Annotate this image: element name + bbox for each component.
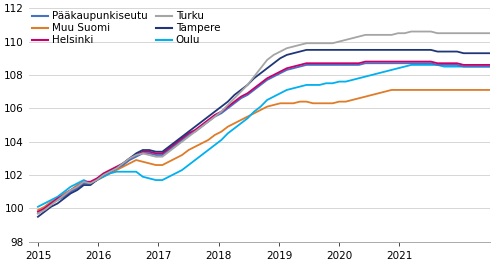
Legend: Pääkaupunkiseutu, Muu Suomi, Helsinki, Turku, Tampere, Oulu: Pääkaupunkiseutu, Muu Suomi, Helsinki, T… [30, 9, 222, 47]
